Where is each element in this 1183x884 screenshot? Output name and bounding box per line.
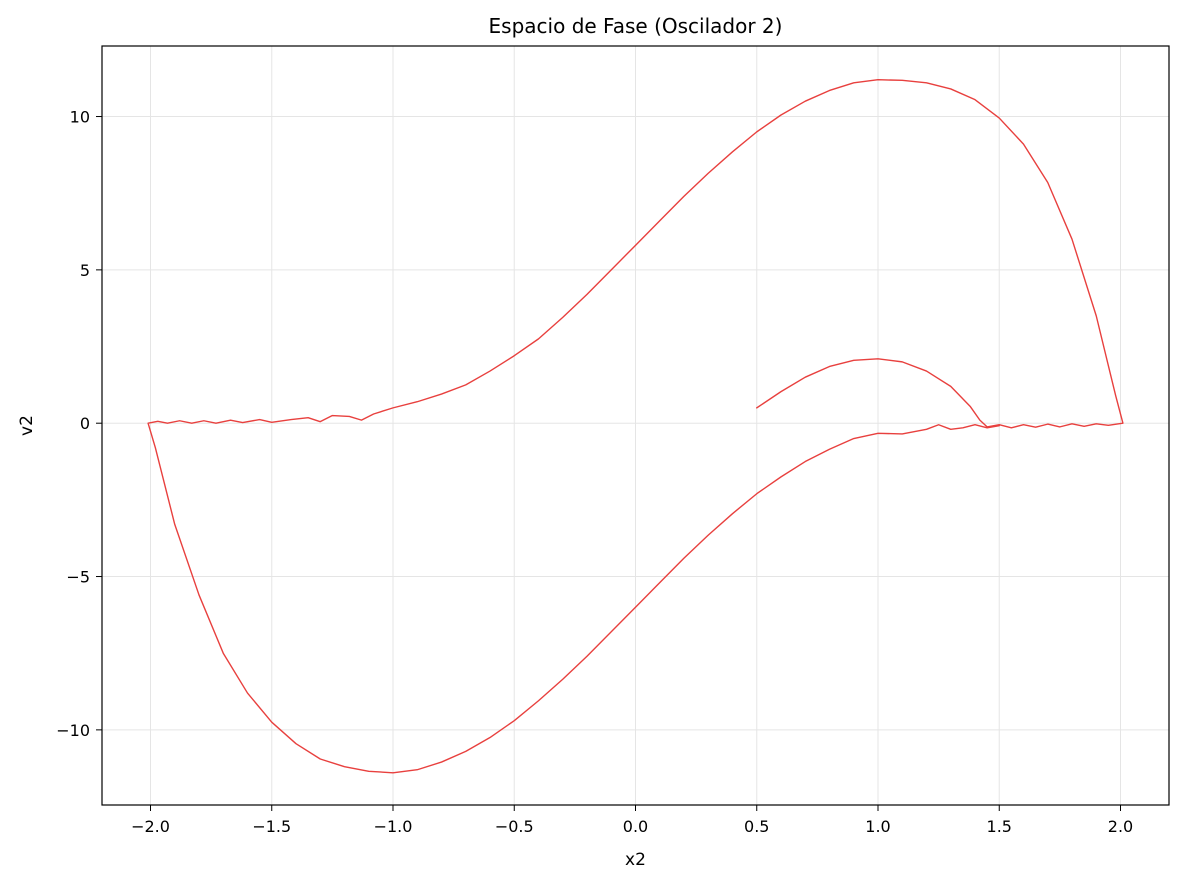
x-tick-label: 1.0 [865,817,890,836]
x-tick-label: 0.0 [623,817,648,836]
x-tick-label: −0.5 [495,817,534,836]
y-tick-label: 5 [80,261,90,280]
x-tick-label: −2.0 [131,817,170,836]
x-tick-label: −1.5 [252,817,291,836]
series-layer [147,79,1124,774]
phase-trajectory-line [147,79,1124,774]
chart-title: Espacio de Fase (Oscilador 2) [489,14,783,38]
ticks: −2.0 −1.5 −1.0 −0.5 0.0 0.5 1.0 1.5 2.0 10 5 0 −5 −10 [56,108,1133,836]
y-tick-label: −10 [56,721,90,740]
y-axis-label: v2 [17,415,37,436]
x-tick-label: 1.5 [987,817,1012,836]
x-tick-label: −1.0 [374,817,413,836]
y-tick-label: 10 [70,108,90,127]
x-tick-label: 0.5 [744,817,769,836]
x-tick-label: 2.0 [1108,817,1133,836]
x-axis-label: x2 [625,850,646,870]
y-tick-label: 0 [80,414,90,433]
grid [102,46,1169,805]
y-tick-label: −5 [66,568,90,587]
